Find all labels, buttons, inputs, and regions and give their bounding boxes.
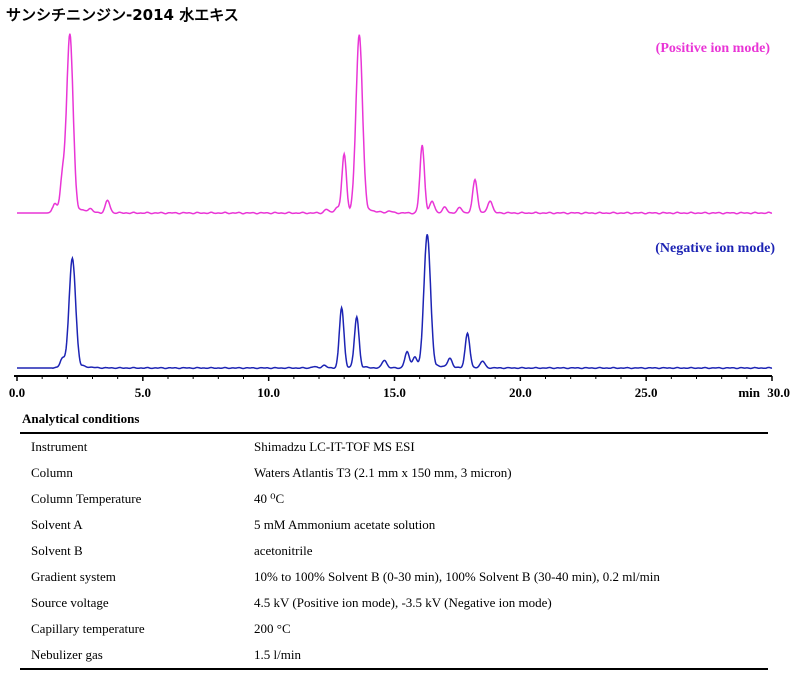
condition-key: Gradient system: [31, 569, 116, 584]
positive-ion-trace: [17, 33, 773, 215]
chromatogram-chart: (Positive ion mode) (Negative ion mode) …: [9, 33, 790, 400]
condition-value: 10% to 100% Solvent B (0-30 min), 100% S…: [254, 569, 660, 584]
condition-key: Solvent A: [31, 517, 83, 532]
positive-mode-label: (Positive ion mode): [656, 41, 771, 56]
negative-ion-trace: [17, 234, 773, 370]
conditions-row: Solvent A 5 mM Ammonium acetate solution: [20, 512, 768, 538]
conditions-row: Gradient system 10% to 100% Solvent B (0-…: [20, 564, 768, 590]
conditions-row: Nebulizer gas 1.5 l/min: [20, 642, 768, 669]
condition-value: Shimadzu LC-IT-TOF MS ESI: [254, 439, 415, 454]
condition-value: 5 mM Ammonium acetate solution: [254, 517, 436, 532]
condition-key: Solvent B: [31, 543, 83, 558]
conditions-row: Source voltage 4.5 kV (Positive ion mode)…: [20, 590, 768, 616]
x-tick-label: 20.0: [509, 385, 532, 400]
condition-key: Column: [31, 465, 73, 480]
conditions-row: Instrument Shimadzu LC-IT-TOF MS ESI: [20, 433, 768, 460]
condition-key: Nebulizer gas: [31, 647, 103, 662]
condition-key: Column Temperature: [31, 491, 142, 506]
condition-value: Waters Atlantis T3 (2.1 mm x 150 mm, 3 m…: [254, 465, 512, 480]
conditions-row: Column Waters Atlantis T3 (2.1 mm x 150 m…: [20, 460, 768, 486]
page-title: サンシチニンジン-2014 水エキス: [6, 6, 239, 24]
condition-key: Source voltage: [31, 595, 109, 610]
x-tick-label: 15.0: [383, 385, 406, 400]
condition-key: Instrument: [31, 439, 88, 454]
condition-value: 40 ⁰C: [254, 491, 285, 506]
conditions-row: Capillary temperature 200 °C: [20, 616, 768, 642]
condition-value: acetonitrile: [254, 543, 313, 558]
conditions-row: Solvent B acetonitrile: [20, 538, 768, 564]
condition-value: 200 °C: [254, 621, 291, 636]
x-tick-label: 10.0: [257, 385, 280, 400]
x-axis-unit: min: [738, 385, 760, 400]
negative-mode-label: (Negative ion mode): [655, 241, 775, 256]
conditions-heading: Analytical conditions: [22, 411, 140, 426]
condition-value: 4.5 kV (Positive ion mode), -3.5 kV (Neg…: [254, 595, 552, 610]
conditions-row: Column Temperature 40 ⁰C: [20, 486, 768, 512]
x-tick-label: 30.0: [767, 385, 790, 400]
condition-key: Capillary temperature: [31, 621, 145, 636]
x-axis-ticks: 0.0 5.0 10.0 15.0 20.0 25.0 30.0 min: [9, 376, 790, 400]
x-tick-label: 0.0: [9, 385, 25, 400]
traces-group: [17, 33, 773, 370]
condition-value: 1.5 l/min: [254, 647, 301, 662]
analytical-conditions: Analytical conditions Instrument Shimadzu…: [20, 410, 768, 670]
x-tick-label: 25.0: [635, 385, 658, 400]
conditions-table: Instrument Shimadzu LC-IT-TOF MS ESI Colum…: [20, 432, 768, 670]
x-tick-label: 5.0: [135, 385, 151, 400]
